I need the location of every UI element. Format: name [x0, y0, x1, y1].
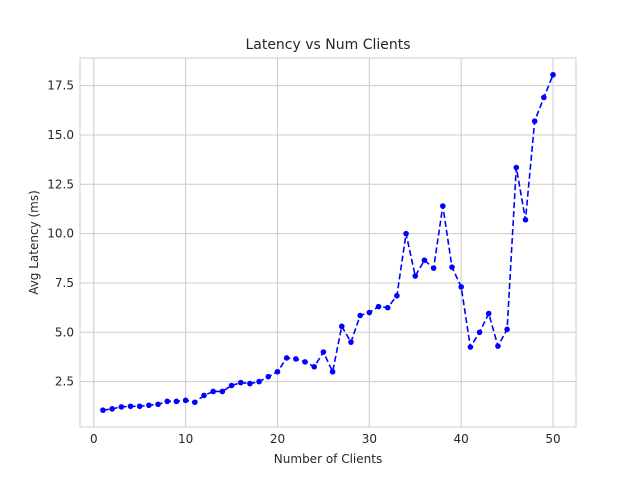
data-point [485, 310, 492, 317]
data-point [136, 403, 143, 410]
data-point [182, 397, 189, 404]
data-point [366, 309, 373, 316]
x-gridlines [93, 58, 554, 427]
x-tick-label: 20 [270, 432, 285, 446]
data-point [513, 164, 520, 171]
data-point [394, 292, 400, 299]
data-point [476, 329, 483, 336]
data-point [329, 368, 336, 375]
data-point [421, 257, 428, 264]
data-point [357, 312, 363, 319]
data-point [100, 407, 106, 414]
data-point [412, 273, 419, 279]
data-point [430, 265, 437, 271]
y-axis-label: Avg Latency (ms) [27, 190, 41, 295]
data-point [522, 217, 529, 223]
data-point [127, 403, 134, 410]
series-line [102, 74, 554, 412]
y-tick-label: 12.5 [47, 177, 74, 191]
data-point [302, 359, 308, 365]
data-point [164, 398, 171, 405]
series-markers [100, 71, 556, 414]
chart-title: Latency vs Num Clients [245, 37, 410, 53]
data-point [237, 379, 244, 386]
y-tick-label: 15.0 [47, 128, 74, 142]
x-axis-label: Number of Clients [274, 452, 382, 466]
data-point [256, 378, 262, 385]
data-point [265, 373, 272, 380]
data-point [274, 368, 281, 375]
data-point [219, 388, 226, 395]
x-tick-label: 50 [545, 432, 560, 446]
data-point [550, 71, 556, 78]
data-point [541, 94, 547, 101]
y-tick-label: 5.0 [55, 325, 74, 339]
plot-frame [79, 57, 577, 428]
x-tick-label: 0 [90, 432, 98, 446]
data-point [375, 303, 382, 310]
data-point [173, 398, 180, 405]
data-point [192, 399, 198, 406]
y-tick-labels: 2.5 5.0 7.5 10.0 12.5 15.0 17.5 [47, 79, 74, 389]
y-tick-label: 17.5 [47, 79, 74, 93]
data-point [338, 323, 345, 330]
x-tick-label: 10 [178, 432, 193, 446]
data-point [449, 264, 455, 270]
data-point [201, 392, 207, 399]
data-point [146, 402, 152, 409]
x-tick-labels: 0 10 20 30 40 50 [90, 432, 561, 446]
data-point [210, 388, 216, 395]
data-point [293, 356, 299, 362]
y-tick-label: 10.0 [47, 227, 74, 241]
data-point [283, 355, 290, 361]
data-point [384, 304, 391, 311]
data-point [320, 349, 327, 355]
y-tick-label: 7.5 [55, 276, 74, 290]
data-point [155, 401, 161, 408]
data-point [118, 404, 125, 410]
y-tick-label: 2.5 [55, 375, 74, 389]
data-point [495, 343, 501, 349]
data-point [458, 284, 464, 290]
data-point [440, 203, 446, 209]
data-point [403, 230, 409, 237]
data-point [467, 344, 474, 350]
data-point [531, 118, 538, 124]
data-point [247, 380, 253, 387]
data-point [228, 382, 235, 389]
y-gridlines [80, 85, 576, 383]
data-point [348, 339, 354, 345]
data-point [504, 326, 510, 333]
x-tick-label: 40 [454, 432, 469, 446]
x-tick-label: 30 [362, 432, 377, 446]
data-point [109, 406, 115, 412]
data-point [311, 364, 318, 370]
